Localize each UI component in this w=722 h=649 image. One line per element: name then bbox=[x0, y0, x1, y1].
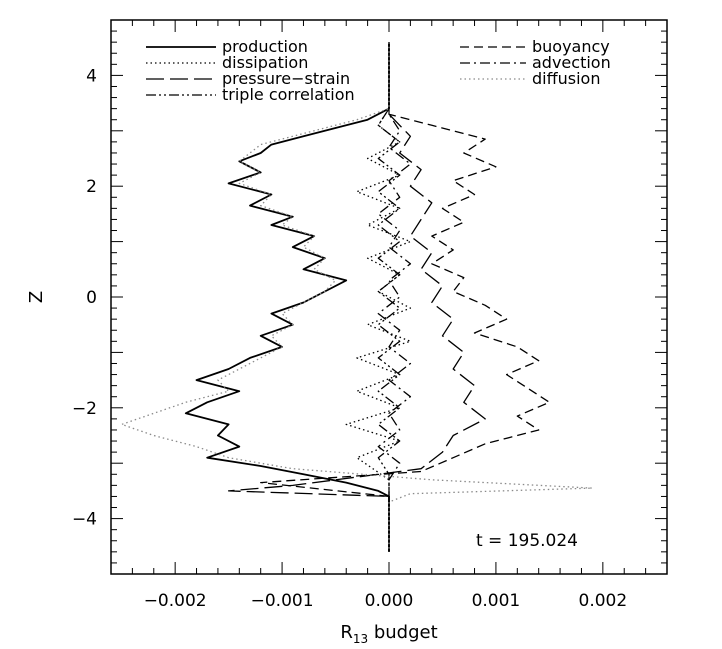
series-line-6 bbox=[121, 42, 593, 552]
legend-label-right-2: diffusion bbox=[532, 69, 600, 88]
series-line-4 bbox=[260, 42, 551, 552]
x-axis-label: R13 budget bbox=[340, 622, 437, 646]
y-tick-label: −2 bbox=[72, 399, 97, 419]
series-line-3 bbox=[377, 42, 401, 552]
x-tick-label: 0.000 bbox=[365, 591, 414, 611]
series-line-5 bbox=[377, 42, 412, 552]
legend-label-right-0: buoyancy bbox=[532, 37, 610, 56]
x-axis-label-main: R bbox=[340, 622, 353, 643]
ticks-layer: −0.002 −0.001 0.000 0.001 0.002 −4 −2 0 2 4 bbox=[72, 19, 668, 611]
x-tick-label: −0.002 bbox=[144, 591, 207, 611]
y-tick-label: −4 bbox=[72, 510, 97, 530]
series-line-2 bbox=[227, 42, 486, 552]
x-axis-label-subscript: 13 bbox=[353, 632, 368, 646]
legend-label-left-0: production bbox=[222, 37, 308, 56]
legend-label-left-2: pressure−strain bbox=[222, 69, 350, 88]
y-tick-label: 4 bbox=[86, 66, 97, 86]
y-axis-label: Z bbox=[26, 291, 47, 303]
x-tick-label: 0.002 bbox=[579, 591, 628, 611]
x-tick-label: 0.001 bbox=[472, 591, 521, 611]
series-line-0 bbox=[184, 42, 390, 552]
y-tick-label: 2 bbox=[86, 177, 97, 197]
legend-label-left-1: dissipation bbox=[222, 53, 308, 72]
legend-label-left-3: triple correlation bbox=[222, 85, 355, 104]
series-line-1 bbox=[345, 42, 412, 552]
legend: productiondissipationpressure−straintrip… bbox=[146, 37, 611, 104]
series-layer bbox=[121, 42, 593, 552]
x-axis-label-suffix: budget bbox=[368, 622, 438, 643]
legend-label-right-1: advection bbox=[532, 53, 611, 72]
time-annotation: t = 195.024 bbox=[476, 531, 578, 551]
x-tick-label: −0.001 bbox=[251, 591, 314, 611]
y-tick-label: 0 bbox=[86, 288, 97, 308]
